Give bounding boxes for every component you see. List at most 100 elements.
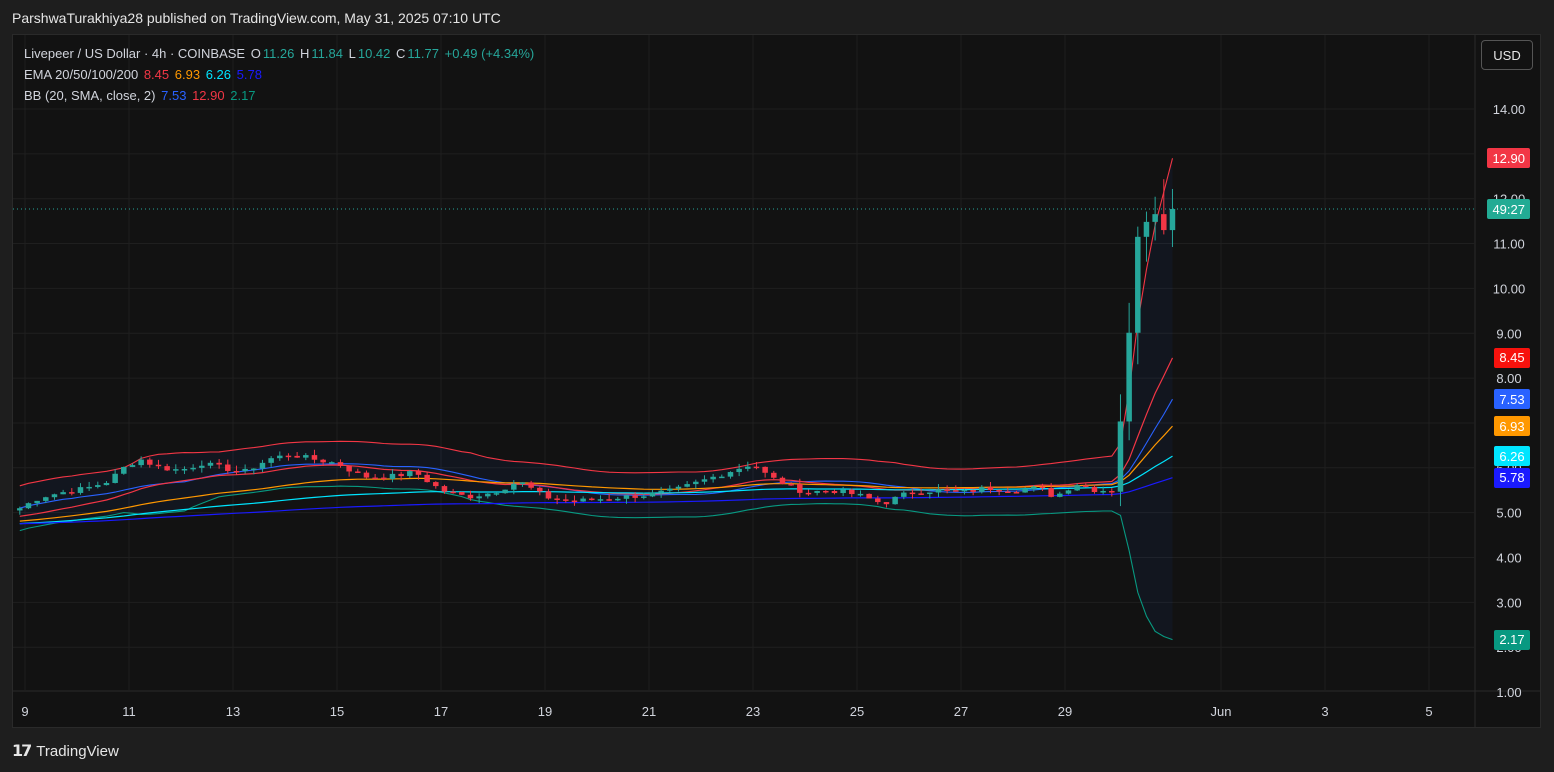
candle-body — [285, 455, 292, 458]
ema-label[interactable]: EMA 20/50/100/200 — [24, 67, 139, 82]
chart-frame[interactable]: 1.002.003.004.005.006.007.008.009.0010.0… — [12, 34, 1541, 728]
candle-body — [493, 493, 500, 495]
bb-label[interactable]: BB (20, SMA, close, 2) — [24, 88, 156, 103]
candle-body — [788, 484, 794, 486]
candle-body — [1152, 214, 1158, 222]
change-value: +0.49 (+4.34%) — [444, 46, 535, 61]
time-tick-label: 13 — [226, 704, 240, 719]
candle-body — [1143, 221, 1150, 237]
time-tick-label: 25 — [850, 704, 864, 719]
candle-body — [684, 484, 690, 487]
candle-body — [615, 498, 621, 501]
candle-body — [935, 489, 942, 493]
candle-body — [268, 458, 274, 463]
bb-fill — [19, 158, 1173, 640]
time-tick-label: 11 — [122, 704, 136, 719]
candle-body — [485, 493, 491, 497]
candle-body — [1091, 486, 1098, 493]
time-axis: 9 11 13 15 17 19 21 23 25 27 29 Jun 3 5 — [21, 704, 1432, 719]
candle-body — [121, 466, 127, 474]
candle-body — [415, 471, 422, 475]
candle-body — [233, 470, 240, 473]
candle-body — [571, 500, 578, 503]
time-tick-label: 19 — [538, 704, 552, 719]
legend-symbol-row[interactable]: Livepeer / US Dollar · 4h · COINBASE O 11… — [24, 46, 536, 61]
bb-lower-line — [19, 485, 1173, 641]
candle-body — [1117, 421, 1124, 492]
candle-body — [909, 492, 916, 495]
candle-body — [589, 498, 595, 501]
ema200-tag: 5.78 — [1494, 467, 1530, 488]
candle-body — [883, 502, 890, 505]
candle-body — [1022, 488, 1028, 493]
candle-body — [103, 482, 110, 486]
candle-body — [147, 459, 153, 465]
ema50-tag: 6.93 — [1494, 416, 1530, 437]
candle-body — [606, 499, 612, 501]
candle-body — [875, 498, 881, 503]
candle-body — [693, 481, 699, 485]
ema20-tag: 8.45 — [1494, 347, 1530, 368]
candle-body — [190, 467, 196, 470]
candle-body — [216, 462, 222, 465]
candle-body — [918, 493, 924, 495]
candle-body — [519, 482, 526, 484]
candle-body — [901, 492, 907, 497]
candle-body — [207, 462, 214, 466]
candle-body — [658, 490, 664, 493]
candle-body — [34, 500, 40, 504]
candle-body — [381, 477, 387, 480]
time-tick-label: 27 — [954, 704, 968, 719]
candle-body — [892, 496, 898, 505]
bb-basis-value: 7.53 — [161, 88, 187, 103]
candle-body — [545, 491, 552, 499]
candle-body — [970, 489, 976, 492]
candle-body — [727, 472, 734, 477]
candle-body — [303, 455, 309, 458]
bollinger-bands — [19, 158, 1174, 641]
candle-body — [60, 492, 66, 495]
candle-body — [251, 468, 257, 471]
candle-body — [1039, 486, 1046, 489]
candle-body — [372, 477, 378, 480]
candle-body — [528, 482, 534, 488]
close-value: 11.77 — [407, 46, 439, 61]
candle-body — [77, 487, 84, 493]
candle-body — [346, 466, 352, 472]
candle-body — [554, 498, 560, 500]
price-chart[interactable]: 1.002.003.004.005.006.007.008.009.0010.0… — [13, 35, 1540, 727]
high-value: 11.84 — [311, 46, 343, 61]
candle-body — [199, 465, 205, 468]
candle-body — [831, 490, 838, 494]
candle-body — [51, 494, 58, 498]
candle-body — [736, 468, 742, 473]
legend-ema-row[interactable]: EMA 20/50/100/200 8.45 6.93 6.26 5.78 — [24, 67, 264, 82]
candle-body — [840, 489, 846, 494]
currency-button[interactable]: USD — [1481, 40, 1533, 70]
candle-body — [961, 489, 968, 492]
candle-body — [407, 471, 413, 477]
candle-body — [1109, 491, 1115, 493]
candle-body — [779, 477, 786, 485]
candle-body — [857, 493, 864, 496]
candle-body — [294, 455, 300, 458]
candle-body — [823, 490, 829, 493]
candle-body — [112, 473, 118, 483]
candle-body — [259, 462, 266, 469]
candles — [13, 179, 1475, 515]
open-value: 11.26 — [262, 46, 295, 61]
candle-body — [441, 486, 448, 492]
legend-bb-row[interactable]: BB (20, SMA, close, 2) 7.53 12.90 2.17 — [24, 88, 258, 103]
candle-body — [866, 493, 872, 499]
candle-body — [701, 479, 708, 482]
ema100-value: 6.26 — [205, 67, 232, 82]
tradingview-logo[interactable]: 𝟭𝟳 TradingView — [12, 741, 119, 761]
bb-upper-value: 12.90 — [192, 88, 225, 103]
price-tick-label: 9.00 — [1496, 326, 1521, 341]
candle-body — [805, 492, 812, 495]
candle-body — [762, 466, 768, 473]
candle-body — [337, 462, 344, 467]
close-label: C — [396, 46, 406, 61]
symbol-title[interactable]: Livepeer / US Dollar · 4h · COINBASE — [24, 46, 246, 61]
candle-body — [753, 466, 760, 469]
